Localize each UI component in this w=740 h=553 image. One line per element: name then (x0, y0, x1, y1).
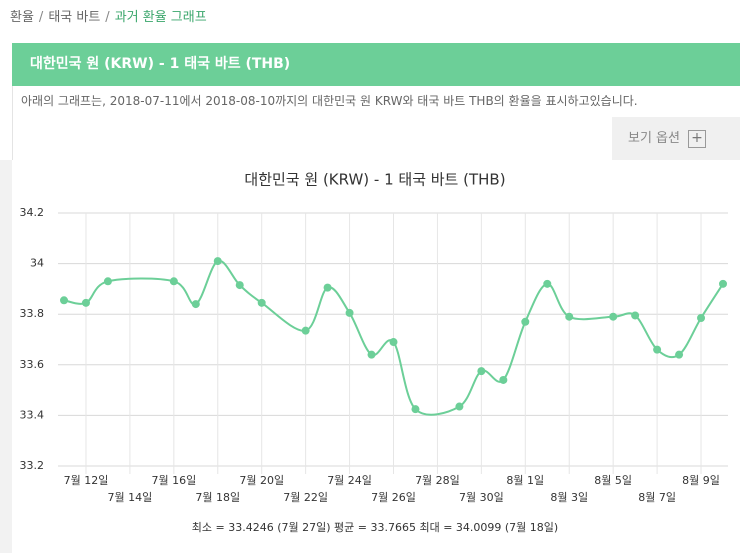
x-tick-label: 7월 24일 (327, 473, 372, 487)
x-tick-label: 7월 26일 (371, 490, 416, 504)
crumb-sep: / (105, 10, 110, 25)
point (653, 345, 662, 354)
point (631, 311, 640, 320)
header: 대한민국 원 (KRW) - 1 태국 바트 (THB) (12, 43, 740, 86)
point (477, 367, 486, 376)
chart-title: 대한민국 원 (KRW) - 1 태국 바트 (THB) (244, 171, 505, 189)
panel-edge (12, 117, 613, 160)
x-tick-label: 7월 30일 (459, 490, 504, 504)
point (609, 312, 618, 321)
options-tab[interactable]: 보기 옵션 + (612, 117, 740, 160)
crumb[interactable]: 환율 (10, 10, 34, 25)
y-tick-label: 33.6 (20, 358, 45, 371)
point (103, 277, 112, 286)
crumb[interactable]: 태국 바트 (48, 10, 101, 25)
point (697, 313, 706, 322)
x-tick-label: 7월 16일 (151, 473, 196, 487)
point (301, 326, 310, 335)
point (345, 308, 354, 317)
x-tick-label: 8월 1일 (506, 473, 544, 487)
y-tick-label: 34 (30, 257, 44, 270)
y-tick-label: 33.2 (20, 459, 45, 472)
point (543, 279, 552, 288)
x-tick-label: 8월 3일 (550, 490, 588, 504)
y-tick-label: 33.8 (20, 307, 45, 320)
x-tick-label: 8월 9일 (682, 473, 720, 487)
point (81, 298, 90, 307)
options-label: 보기 옵션 (628, 131, 680, 146)
point (169, 277, 178, 286)
point (213, 257, 222, 266)
point (719, 279, 727, 288)
point (389, 338, 398, 347)
point (367, 350, 376, 359)
x-tick-label: 8월 7일 (638, 490, 676, 504)
point (323, 283, 332, 292)
x-tick-label: 7월 18일 (195, 490, 240, 504)
point (565, 312, 574, 321)
point (455, 402, 464, 411)
point (191, 300, 200, 309)
x-tick-label: 7월 28일 (415, 473, 460, 487)
point (235, 281, 244, 290)
x-tick-label: 7월 22일 (283, 490, 328, 504)
point (675, 350, 684, 359)
x-tick-label: 7월 20일 (239, 473, 284, 487)
point (499, 375, 508, 384)
x-tick-label: 7월 12일 (64, 473, 109, 487)
y-tick-label: 34.2 (20, 206, 45, 219)
point (60, 296, 68, 305)
description: 아래의 그래프는, 2018-07-11에서 2018-08-10까지의 대한민… (12, 86, 740, 117)
crumb-sep: / (38, 10, 44, 25)
x-tick-label: 8월 5일 (594, 473, 632, 487)
point (521, 317, 530, 326)
breadcrumb: 환율 / 태국 바트 / 과거 환율 그래프 (10, 6, 207, 25)
options-icon[interactable]: + (687, 129, 706, 148)
y-tick-label: 33.4 (20, 408, 45, 421)
summary: 최소 = 33.4246 (7월 27일) 평균 = 33.7665 최대 = … (192, 520, 558, 534)
point (411, 405, 420, 414)
crumb: 과거 환율 그래프 (114, 10, 207, 25)
point (257, 298, 266, 307)
side (0, 160, 12, 553)
x-tick-label: 7월 14일 (108, 490, 153, 504)
chart: 대한민국 원 (KRW) - 1 태국 바트 (THB) 최소 = 33.424… (0, 160, 728, 553)
